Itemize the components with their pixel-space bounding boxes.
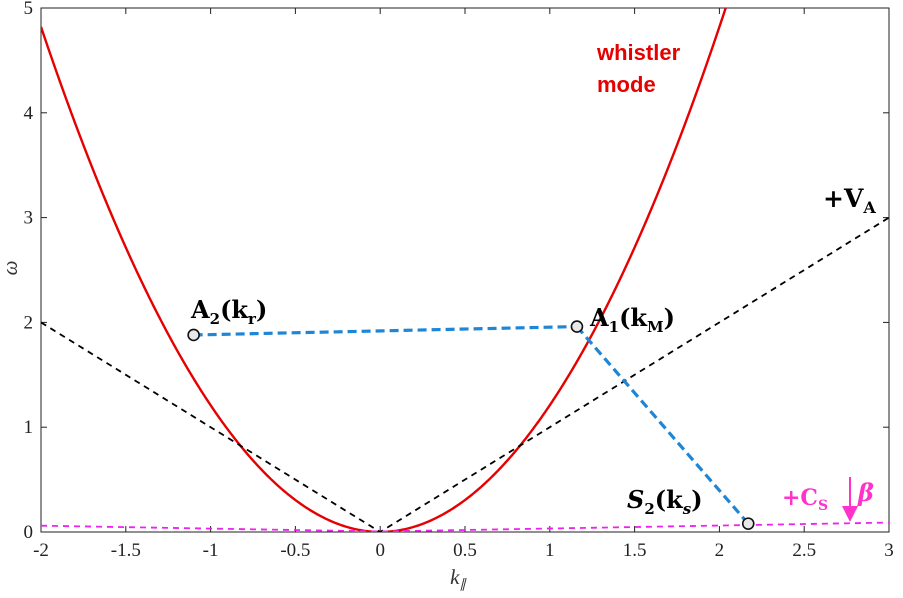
a1-label: A1(kM) bbox=[589, 303, 675, 336]
y-tick-label: 1 bbox=[24, 417, 34, 438]
marker-group bbox=[187, 320, 755, 530]
s2-label-sub: 2 bbox=[644, 500, 654, 518]
va-dashed-line bbox=[41, 216, 889, 532]
series-group bbox=[41, 8, 889, 532]
x-tick-label: -0.5 bbox=[280, 540, 310, 561]
y-axis-label: ω bbox=[0, 261, 22, 276]
whistler-label-line2: mode bbox=[597, 72, 656, 97]
cs-label: +CS bbox=[782, 485, 828, 514]
va-label-sub: A bbox=[862, 198, 876, 217]
x-tick-label: -2 bbox=[33, 540, 49, 561]
x-tick-label: -1.5 bbox=[111, 540, 141, 561]
x-tick-label: 1.5 bbox=[623, 540, 647, 561]
s2-label-arg: s bbox=[683, 500, 692, 518]
a2-label-sub: 2 bbox=[210, 310, 220, 328]
y-tick-label: 3 bbox=[24, 208, 34, 229]
a2-label-arg: r bbox=[248, 310, 257, 328]
va-label: +VA bbox=[823, 184, 876, 217]
whistler-label-line1: whistler bbox=[596, 40, 681, 65]
x-tick-label: -1 bbox=[203, 540, 219, 561]
point-marker-a1 bbox=[570, 320, 584, 333]
x-tick-label: 2.5 bbox=[792, 540, 816, 561]
x-tick-label: 3 bbox=[884, 540, 894, 561]
y-tick-label: 4 bbox=[24, 103, 34, 124]
x-axis-label-sub: ∥ bbox=[459, 576, 467, 591]
beta-label: β bbox=[857, 478, 874, 507]
axis-ticks: -2 -1.5 -1 -0.5 0 0.5 1 1.5 2 2.5 3 0 1 2 3 4 5 bbox=[24, 0, 894, 561]
a1-label-arg: M bbox=[647, 318, 664, 336]
blue-link-a2-a1 bbox=[193, 324, 577, 337]
point-marker-a2 bbox=[187, 328, 200, 342]
blue-link-a1-s2 bbox=[575, 325, 750, 525]
y-tick-label: 0 bbox=[24, 522, 34, 543]
point-marker-s2 bbox=[741, 517, 755, 530]
cs-label-sub: S bbox=[818, 498, 828, 514]
plot-frame bbox=[40, 7, 890, 533]
x-tick-label: 0.5 bbox=[453, 540, 477, 561]
x-axis-label: k∥ bbox=[450, 565, 467, 591]
x-tick-label: 1 bbox=[545, 540, 555, 561]
cs-dashed-line bbox=[41, 521, 889, 532]
x-tick-label: 0 bbox=[375, 540, 385, 561]
s2-label: S2(ks) bbox=[627, 485, 703, 518]
a1-label-sub: 1 bbox=[609, 318, 619, 336]
a2-label: A2(kr) bbox=[190, 295, 267, 328]
y-tick-label: 5 bbox=[24, 0, 34, 19]
y-tick-label: 2 bbox=[24, 312, 34, 333]
x-tick-label: 2 bbox=[715, 540, 725, 561]
